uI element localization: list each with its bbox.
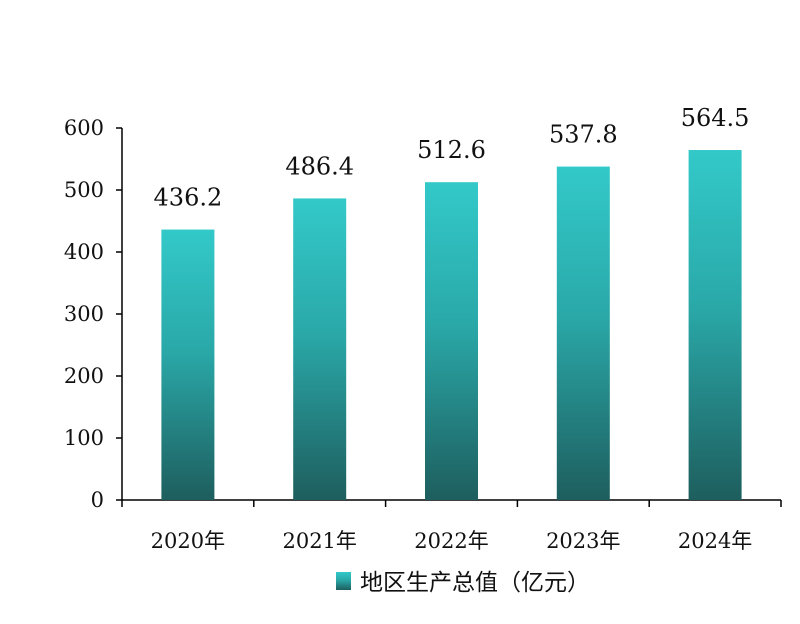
x-tick-label: 2021年 <box>282 529 356 553</box>
data-label: 564.5 <box>681 104 750 132</box>
legend: 地区生产总值（亿元） <box>336 570 590 596</box>
x-tick-label: 2022年 <box>414 529 488 553</box>
y-tick-label: 400 <box>64 240 104 264</box>
bar <box>688 150 742 500</box>
x-tick-label: 2024年 <box>678 529 752 553</box>
y-tick-label: 300 <box>64 302 104 326</box>
y-tick-label: 200 <box>64 364 104 388</box>
data-label: 486.4 <box>285 152 354 180</box>
legend-swatch <box>336 572 351 590</box>
bar <box>425 182 478 501</box>
bars <box>161 150 742 501</box>
y-axis: 0 100 200 300 400 500 600 <box>64 116 123 512</box>
data-label: 436.2 <box>154 184 223 212</box>
y-tick-label: 100 <box>64 426 104 450</box>
bar <box>293 198 347 500</box>
y-tick-label: 500 <box>64 178 104 202</box>
y-tick-label: 600 <box>64 116 104 140</box>
bar <box>161 229 215 500</box>
x-axis: 2020年 2021年 2022年 2023年 2024年 <box>121 499 782 553</box>
bar <box>556 166 610 500</box>
x-tick-label: 2023年 <box>546 529 620 553</box>
data-label: 512.6 <box>417 136 486 164</box>
data-labels: 436.2 486.4 512.6 537.8 564.5 <box>154 104 750 212</box>
y-tick-label: 0 <box>91 488 104 512</box>
data-label: 537.8 <box>549 121 618 149</box>
x-tick-label: 2020年 <box>151 529 225 553</box>
legend-label: 地区生产总值（亿元） <box>360 570 590 596</box>
